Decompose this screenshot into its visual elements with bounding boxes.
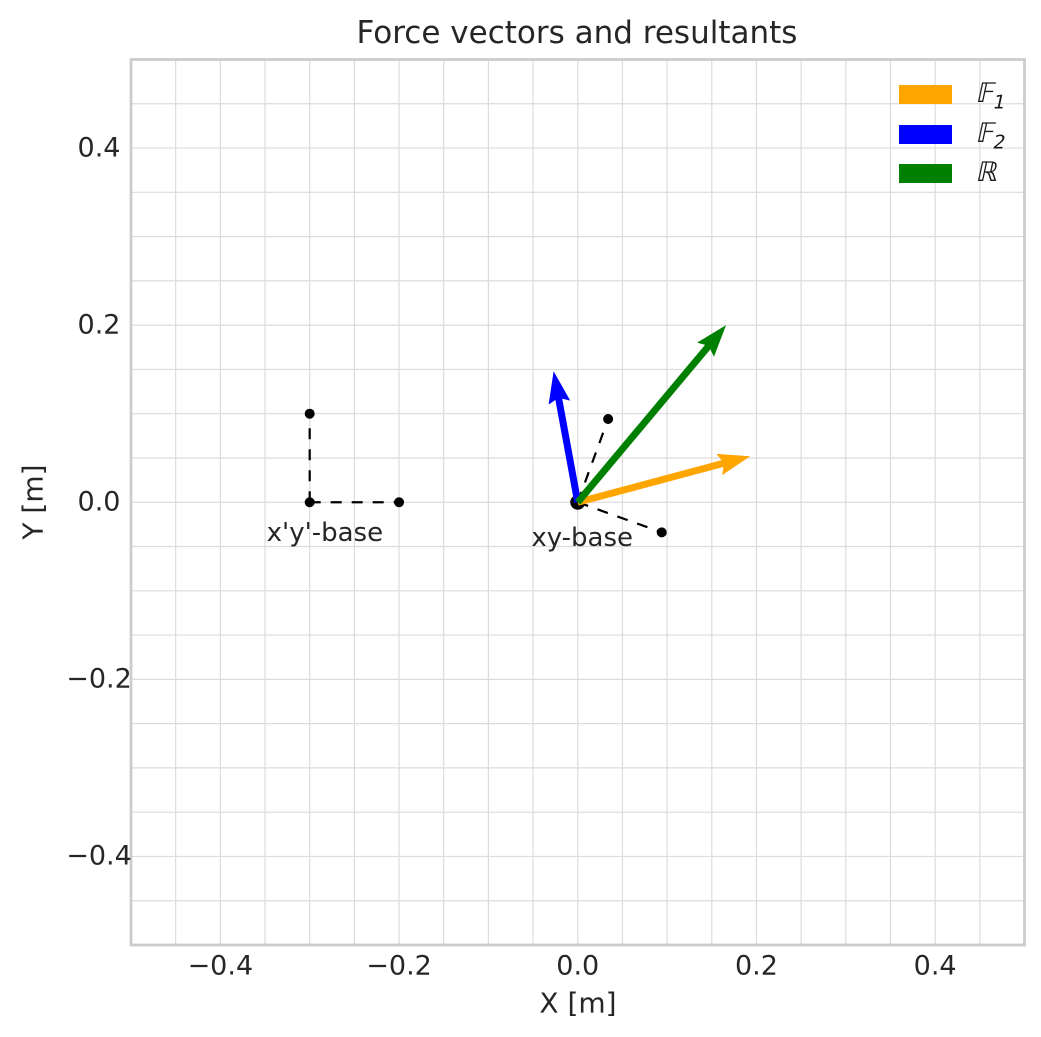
legend-row-f1: 𝔽1	[899, 78, 1008, 114]
x-axis-label: X [m]	[539, 986, 617, 1020]
y-tick-label: −0.4	[66, 840, 132, 872]
axes-spines	[129, 58, 1026, 947]
legend-label-f2: 𝔽2	[973, 118, 1008, 154]
frame-1-axis-end-dot	[603, 414, 614, 425]
y-tick-label: 0.2	[77, 309, 121, 341]
vector-shaft-f1	[576, 459, 726, 506]
y-axis-label: Y [m]	[16, 464, 50, 540]
frame-1-axis-end-dot	[656, 527, 667, 538]
frame-1-x-axis-dashed	[577, 501, 663, 534]
y-tick-label: 0.4	[77, 132, 121, 164]
legend-swatch-f1	[899, 84, 952, 104]
y-tick-label: −0.2	[66, 663, 132, 695]
y-tick-label: 0.0	[77, 486, 121, 518]
frame-1-y-axis-dashed	[576, 418, 610, 503]
frame-0-axis-end-dot	[304, 408, 315, 419]
x-tick-label: 0.4	[913, 950, 957, 982]
legend-swatch-r	[899, 163, 952, 183]
x-tick-label: 0.2	[734, 950, 778, 982]
vector-head-r	[697, 325, 727, 357]
x-tick-label: 0.0	[556, 950, 600, 982]
vector-head-f1	[716, 453, 751, 476]
vector-shaft-r	[575, 343, 712, 505]
legend-row-r: ℝ	[899, 157, 1002, 188]
frame-label-xy-base: xy-base	[531, 522, 634, 553]
x-tick-label: −0.2	[366, 950, 432, 982]
legend-swatch-f2	[899, 124, 952, 144]
frame-label-xpyp-base: x'y'-base	[266, 518, 384, 549]
vector-head-f2	[548, 371, 571, 405]
x-tick-label: −0.4	[187, 950, 254, 982]
chart-title: Force vectors and resultants	[356, 15, 798, 51]
vector-shaft-f2	[555, 397, 582, 503]
legend-row-f2: 𝔽2	[899, 118, 1008, 154]
legend-label-f1: 𝔽1	[973, 78, 1008, 114]
frame-0-axis-end-dot	[394, 497, 405, 508]
legend-label-r: ℝ	[973, 157, 1002, 188]
frame-0-origin-dot	[304, 497, 315, 508]
